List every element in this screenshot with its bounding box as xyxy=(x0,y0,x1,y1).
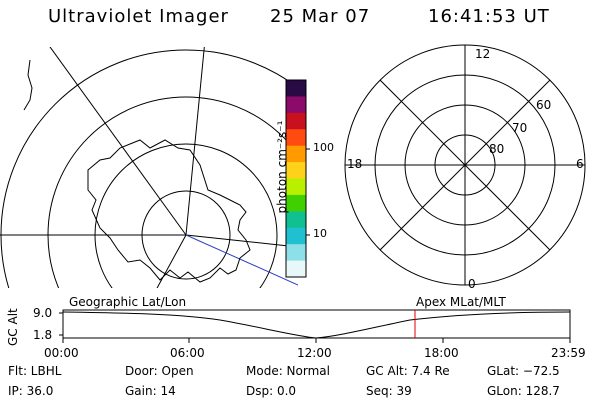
header-bar: Ultraviolet Imager 25 Mar 07 16:41:53 UT xyxy=(0,6,600,32)
status-door: Door: Open xyxy=(125,364,194,378)
colorbar xyxy=(285,79,307,278)
status-gc-alt: GC Alt: 7.4 Re xyxy=(366,364,450,378)
apex-caption: Apex MLat/MLT xyxy=(416,295,506,309)
polar-label-6: 6 xyxy=(576,157,584,171)
time-tick-0600: 06:00 xyxy=(170,346,205,360)
status-ip: IP: 36.0 xyxy=(8,384,54,398)
polar-ring-label-80: 80 xyxy=(489,142,505,156)
colorbar-segment xyxy=(286,112,306,130)
gc-tick-1-8: 1.8 xyxy=(33,328,53,342)
geographic-map xyxy=(0,47,298,288)
time-label: 16:41:53 UT xyxy=(428,6,550,27)
status-mode: Mode: Normal xyxy=(246,364,330,378)
status-seq: Seq: 39 xyxy=(366,384,412,398)
status-gain: Gain: 14 xyxy=(125,384,176,398)
colorbar-segment xyxy=(286,96,306,114)
colorbar-tick-10: 10 xyxy=(313,227,327,240)
time-tick-1800: 18:00 xyxy=(424,346,459,360)
altitude-curve xyxy=(62,311,571,339)
gc-altitude-timeline xyxy=(59,309,571,343)
colorbar-segment xyxy=(286,80,306,97)
meridian-2 xyxy=(185,47,205,236)
timeline-frame xyxy=(62,309,571,339)
colorbar-tick-100: 100 xyxy=(313,141,334,154)
date-label: 25 Mar 07 xyxy=(270,6,371,27)
colorbar-units-label: photon cm⁻²s⁻¹ xyxy=(275,120,289,214)
colorbar-segment xyxy=(286,260,306,278)
colorbar-segment xyxy=(286,162,306,179)
colorbar-segment xyxy=(286,178,306,196)
polar-label-12: 12 xyxy=(475,47,491,61)
colorbar-segment xyxy=(286,211,306,229)
meridian-4 xyxy=(156,234,187,288)
polar-ring-label-60: 60 xyxy=(536,98,552,112)
app-title: Ultraviolet Imager xyxy=(48,6,229,27)
colorbar-segment xyxy=(286,145,306,163)
colorbar-segment xyxy=(286,244,306,262)
terminator-line xyxy=(185,234,298,286)
time-tick-2359: 23:59 xyxy=(551,346,586,360)
time-tick-0000: 00:00 xyxy=(44,346,79,360)
colorbar-segment xyxy=(286,227,306,245)
coastline-fragment xyxy=(23,59,33,111)
time-tick-1200: 12:00 xyxy=(297,346,332,360)
status-glat: GLat: −72.5 xyxy=(487,364,560,378)
polar-diagonal-2 xyxy=(379,79,551,251)
magnetic-polar-plot xyxy=(344,44,586,286)
polar-label-18: 18 xyxy=(347,157,363,171)
status-filter: Flt: LBHL xyxy=(8,364,62,378)
status-dsp: Dsp: 0.0 xyxy=(246,384,297,398)
gc-alt-axis-label: GC Alt xyxy=(6,308,20,346)
gc-tick-9: 9.0 xyxy=(33,306,53,320)
status-glon: GLon: 128.7 xyxy=(487,384,560,398)
colorbar-border xyxy=(285,79,307,278)
colorbar-segment xyxy=(286,129,306,147)
meridian-1 xyxy=(49,47,187,236)
colorbar-segment xyxy=(286,194,306,212)
antarctica-coastline xyxy=(87,139,251,283)
meridian-3 xyxy=(185,234,298,248)
polar-label-0: 0 xyxy=(468,277,476,291)
geographic-caption: Geographic Lat/Lon xyxy=(69,295,187,309)
polar-ring-label-70: 70 xyxy=(512,121,528,135)
